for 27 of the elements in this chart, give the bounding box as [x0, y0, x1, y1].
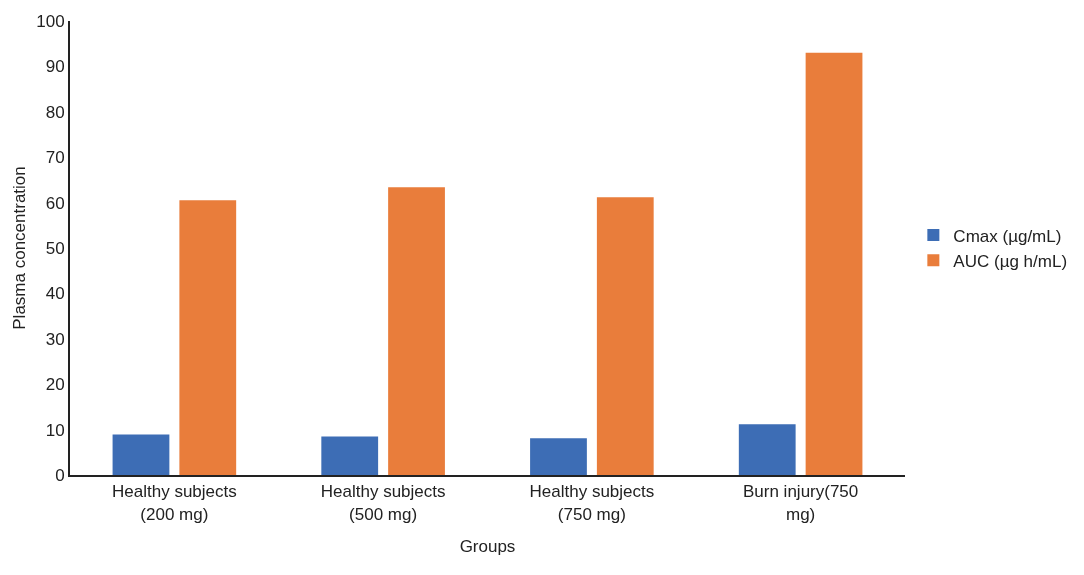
- bar: [805, 52, 863, 475]
- x-tick-label: Burn injury(750 mg): [742, 482, 859, 524]
- bar: [179, 200, 237, 475]
- y-tick-label: 60: [45, 193, 65, 213]
- y-axis-title: Plasma concentration: [10, 166, 29, 330]
- bar: [321, 436, 379, 475]
- y-tick-label: 100: [36, 11, 65, 31]
- bar: [738, 424, 796, 475]
- x-tick-label: Healthy subjects (500 mg): [320, 482, 446, 524]
- legend-label: AUC (µg h/mL): [953, 251, 1068, 271]
- y-tick-label: 90: [45, 57, 65, 77]
- y-tick-label: 40: [45, 284, 65, 304]
- y-tick-label: 20: [45, 375, 65, 395]
- bar: [596, 197, 654, 475]
- y-tick-label: 10: [45, 420, 65, 440]
- y-tick-label: 80: [45, 102, 65, 122]
- legend-label: Cmax (µg/mL): [953, 226, 1062, 246]
- bar: [388, 187, 445, 475]
- x-tick-label: Healthy subjects (750 mg): [529, 482, 655, 524]
- bar: [112, 434, 170, 475]
- y-tick-label: 30: [45, 329, 65, 349]
- y-tick-label: 0: [55, 465, 65, 485]
- y-tick-label: 70: [45, 148, 65, 168]
- x-tick-label: Healthy subjects (200 mg): [112, 482, 237, 524]
- x-axis-title: Groups: [459, 537, 516, 557]
- y-tick-label: 50: [45, 238, 65, 258]
- bar: [530, 438, 587, 475]
